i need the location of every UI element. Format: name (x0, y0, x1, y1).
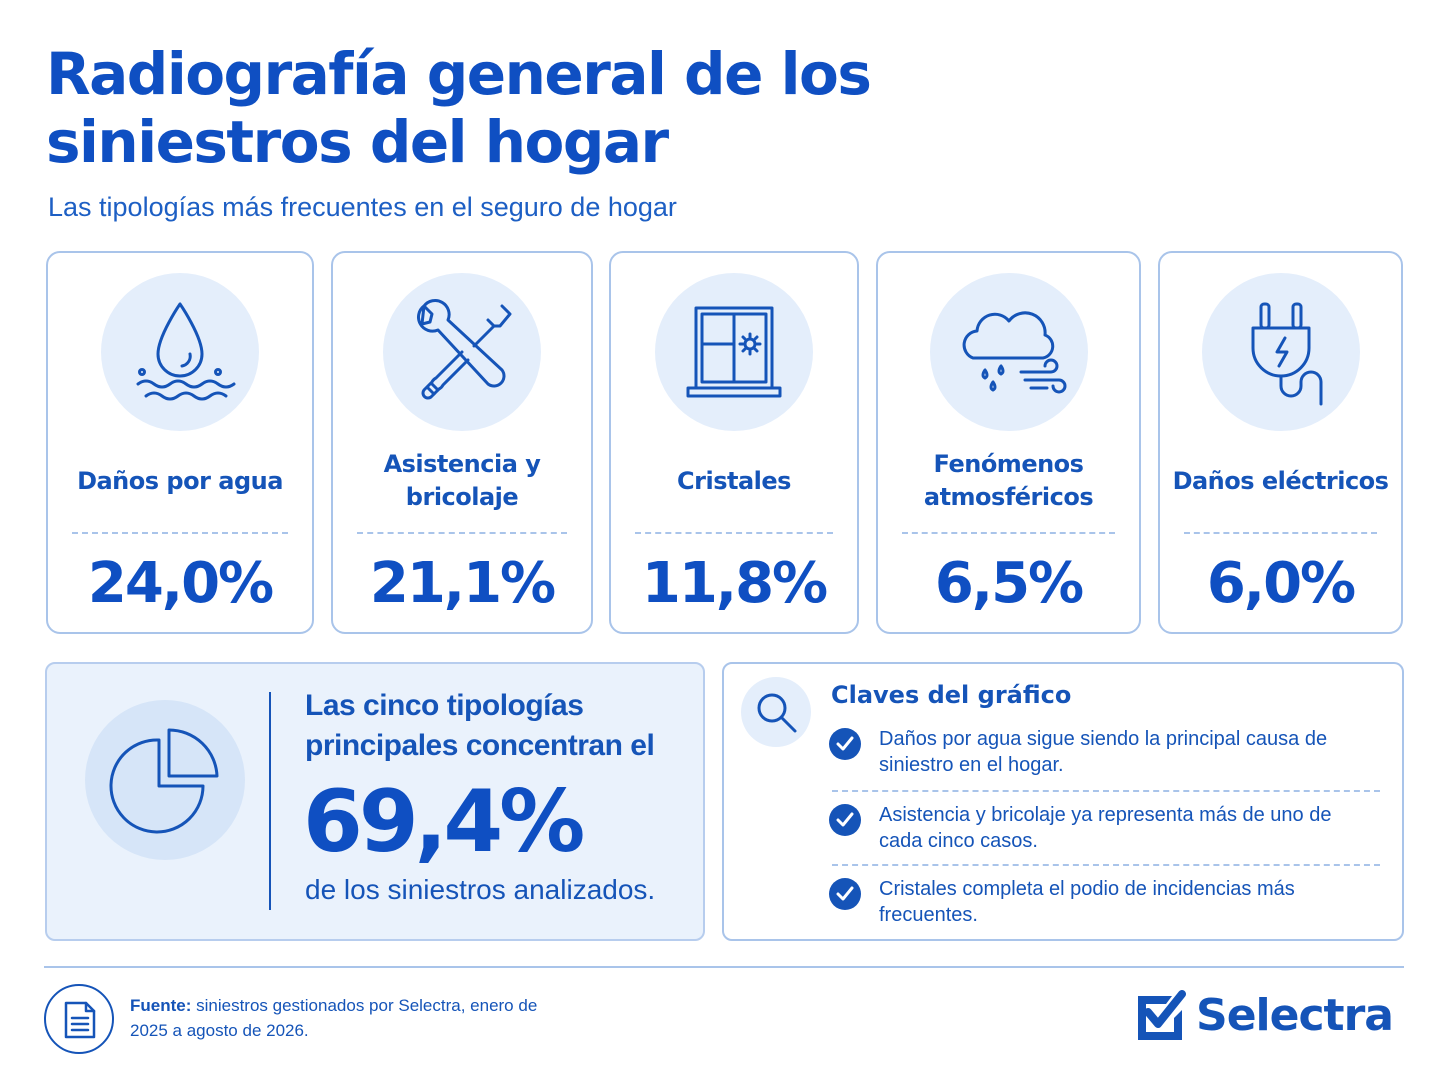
card-value: 6,5% (934, 551, 1084, 616)
selectra-logo-icon (1134, 990, 1186, 1040)
brand-name: Selectra (1196, 989, 1394, 1041)
key-text: Asistencia y bricolaje ya representa más… (879, 804, 1332, 852)
summary-value: 69,4% (303, 772, 585, 872)
source-label: Fuente: (130, 996, 192, 1015)
window-icon (655, 273, 813, 431)
divider (357, 532, 567, 534)
key-item: Daños por agua sigue siendo la principal… (829, 726, 1389, 786)
divider (832, 864, 1380, 866)
card-label: Fenómenos atmosféricos (923, 450, 1094, 511)
summary-lead: Las cinco tipologías principales concent… (305, 689, 655, 762)
card-value: 24,0% (87, 551, 274, 616)
card-label: Cristales (677, 466, 791, 495)
plug-icon (1201, 273, 1360, 431)
keys-panel: Claves del gráfico Daños por agua sigue … (722, 662, 1404, 941)
check-icon (829, 878, 861, 910)
card-weather: Fenómenos atmosféricos 6,5% (876, 251, 1141, 634)
card-assistance-diy: Asistencia y bricolaje 21,1% (331, 251, 593, 634)
card-label: Daños por agua (77, 466, 283, 495)
check-icon (829, 728, 861, 760)
cloud-rain-wind-icon (929, 273, 1088, 431)
card-glass: Cristales 11,8% (609, 251, 859, 634)
page-title: Radiografía general de los siniestros de… (46, 40, 872, 176)
source-text: siniestros gestionados por Selectra, ene… (130, 996, 538, 1040)
footer-divider (44, 966, 1404, 968)
summary-tail: de los siniestros analizados. (305, 874, 656, 905)
divider (1184, 532, 1377, 534)
card-electrical: Daños eléctricos 6,0% (1158, 251, 1403, 634)
key-text: Daños por agua sigue siendo la principal… (879, 728, 1328, 776)
wrench-screwdriver-icon (383, 273, 541, 431)
magnifier-icon (741, 677, 811, 747)
card-label: Daños eléctricos (1172, 466, 1389, 495)
brand-logo: Selectra (1134, 987, 1394, 1043)
page-subtitle: Las tipologías más frecuentes en el segu… (48, 192, 677, 222)
divider (72, 532, 288, 534)
key-item: Cristales completa el podio de incidenci… (829, 876, 1389, 936)
divider (635, 532, 833, 534)
card-water-damage: Daños por agua 24,0% (46, 251, 314, 634)
divider (832, 790, 1380, 792)
pie-chart-icon (85, 700, 245, 860)
card-value: 11,8% (641, 551, 828, 616)
keys-title: Claves del gráfico (831, 681, 1072, 709)
water-drop-icon (101, 273, 259, 431)
source-note: Fuente: siniestros gestionados por Selec… (130, 993, 550, 1043)
card-label: Asistencia y bricolaje (383, 450, 541, 511)
check-icon (829, 804, 861, 836)
summary-panel: Las cinco tipologías principales concent… (45, 662, 705, 941)
document-icon (44, 984, 114, 1054)
card-value: 6,0% (1206, 551, 1356, 616)
divider (902, 532, 1115, 534)
vertical-divider (269, 692, 271, 910)
key-item: Asistencia y bricolaje ya representa más… (829, 802, 1389, 862)
card-value: 21,1% (369, 551, 556, 616)
key-text: Cristales completa el podio de incidenci… (879, 878, 1295, 926)
